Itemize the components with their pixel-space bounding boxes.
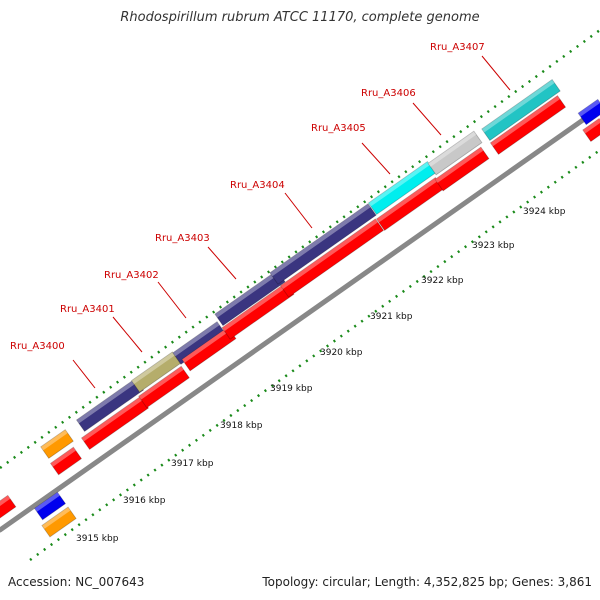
inner-tick-track (29, 148, 600, 562)
gene-rru-a3404 (269, 203, 377, 285)
gene-label-rru-a3403: Rru_A3403 (155, 233, 210, 244)
scale-label-3920: 3920 kbp (320, 348, 363, 358)
gene-label-rru-a3401: Rru_A3401 (60, 304, 115, 315)
gene-rru-a3405 (367, 161, 437, 215)
gene-rru-a3404-body (269, 203, 377, 285)
scale-label-3924: 3924 kbp (523, 207, 566, 217)
feature-blue-2-body (577, 98, 600, 126)
scale-label-3917: 3917 kbp (171, 459, 214, 469)
gene-rru-a3407 (481, 78, 561, 142)
cds-feature-5-body (279, 218, 385, 298)
cds-feature-8-body (489, 95, 567, 155)
gene-label-rru-a3402: Rru_A3402 (104, 270, 159, 281)
feature-orange-1-highlight (40, 429, 68, 451)
cds-feature-2-body (138, 365, 190, 409)
gene-leader-line-3 (157, 281, 187, 319)
gene-label-rru-a3407: Rru_A3407 (430, 42, 485, 53)
cds-feature-7 (434, 146, 490, 192)
cds-feature-8 (489, 95, 567, 155)
gene-leader-line-1 (72, 359, 96, 389)
cds-feature-left-2-body (0, 494, 17, 522)
cds-feature-7-body (434, 146, 490, 192)
map-title: Rhodospirillum rubrum ATCC 11170, comple… (120, 10, 480, 25)
cds-feature-6-highlight (376, 177, 438, 223)
cds-feature-left-1-highlight (50, 447, 76, 467)
genome-summary-text: Topology: circular; Length: 4,352,825 bp… (262, 575, 592, 589)
feature-orange-1-body (40, 429, 74, 459)
gene-label-rru-a3405: Rru_A3405 (311, 123, 366, 134)
feature-blue-1 (33, 491, 67, 521)
gene-rru-a3403-highlight (214, 270, 280, 318)
feature-orange-2-highlight (41, 507, 71, 529)
cds-feature-right-1-body (582, 117, 600, 143)
feature-blue-1-highlight (34, 492, 60, 512)
cds-feature-5 (279, 218, 385, 298)
gene-label-rru-a3400: Rru_A3400 (10, 341, 65, 352)
gene-rru-a3406 (427, 130, 483, 176)
cds-feature-3-highlight (182, 327, 231, 363)
gene-rru-a3403 (214, 269, 286, 327)
feature-orange-2-body (41, 506, 77, 538)
accession-text: Accession: NC_007643 (8, 575, 145, 589)
scale-labels: 3915 kbp 3916 kbp 3917 kbp 3918 kbp 3919 kbp… (76, 207, 566, 544)
cds-feature-7-highlight (435, 147, 484, 183)
feature-track (0, 78, 600, 538)
feature-orange-1 (40, 429, 74, 459)
scale-label-3916: 3916 kbp (123, 496, 166, 506)
gene-label-rru-a3404: Rru_A3404 (230, 180, 285, 191)
cds-feature-left-1-body (49, 446, 83, 476)
gene-leader-line-4 (207, 246, 237, 280)
gene-leader-line-6 (361, 142, 391, 175)
gene-labels: Rru_A3400 Rru_A3401 Rru_A3402 Rru_A3403 Rru_… (10, 42, 511, 389)
gene-rru-a3406-body (427, 130, 483, 176)
feature-blue-1-body (33, 491, 67, 521)
scale-label-3918: 3918 kbp (220, 421, 263, 431)
genome-backbone (0, 105, 600, 533)
inner-tick-dots (29, 148, 600, 562)
cds-feature-4-highlight (222, 282, 289, 332)
gene-rru-a3407-highlight (481, 79, 555, 133)
gene-leader-line-7 (412, 102, 442, 136)
cds-feature-2 (138, 365, 190, 409)
gene-rru-a3405-highlight (368, 161, 430, 207)
gene-rru-a3400-highlight (76, 378, 138, 424)
scale-label-3922: 3922 kbp (421, 276, 464, 286)
cds-feature-right-1 (582, 117, 600, 143)
gene-leader-line-5 (284, 192, 313, 229)
cds-feature-8-highlight (490, 95, 560, 147)
cds-feature-right-1-highlight (582, 118, 600, 134)
gene-rru-a3401-highlight (131, 351, 175, 385)
feature-blue-2-highlight (578, 99, 600, 117)
gene-rru-a3402-highlight (172, 321, 220, 357)
gene-leader-line-2 (112, 316, 143, 353)
feature-orange-2 (41, 506, 77, 538)
cds-feature-1-highlight (81, 396, 143, 442)
gene-rru-a3407-body (481, 78, 561, 142)
scale-label-3923: 3923 kbp (472, 241, 515, 251)
scale-label-3921: 3921 kbp (370, 312, 413, 322)
gene-leader-line-8 (481, 55, 511, 91)
gene-label-rru-a3406: Rru_A3406 (361, 88, 416, 99)
feature-blue-2 (577, 98, 600, 126)
scale-label-3919: 3919 kbp (270, 384, 313, 394)
cds-feature-left-2 (0, 494, 17, 522)
scale-label-3915: 3915 kbp (76, 534, 119, 544)
cds-feature-5-highlight (280, 218, 378, 290)
gene-rru-a3406-highlight (428, 131, 477, 167)
cds-feature-left-1 (49, 446, 83, 476)
gene-rru-a3404-highlight (269, 203, 371, 277)
cds-feature-1 (80, 396, 150, 450)
cds-feature-2-highlight (138, 366, 184, 400)
cds-feature-left-2-highlight (0, 495, 11, 513)
gene-rru-a3402 (172, 321, 226, 365)
